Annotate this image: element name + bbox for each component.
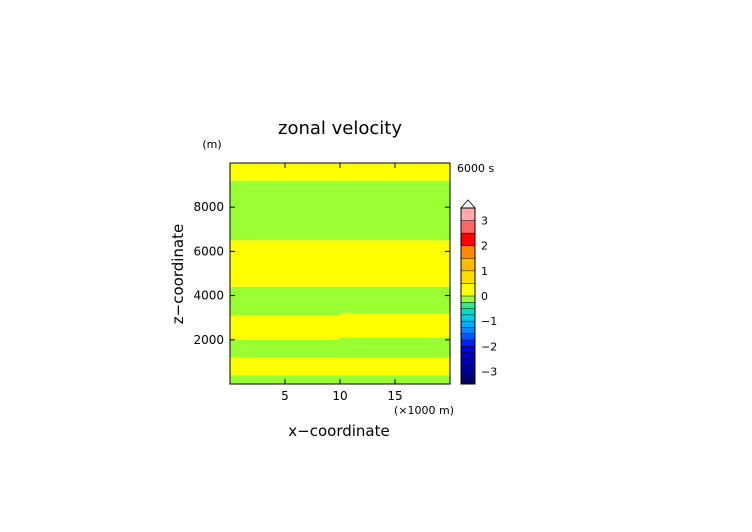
- y-axis-label: z−coordinate: [169, 224, 187, 324]
- x-tick-label: 10: [332, 389, 347, 403]
- time-label: 6000 s: [457, 162, 494, 175]
- colorbar-level-5: [461, 346, 475, 353]
- x-axis-label: x−coordinate: [288, 422, 389, 440]
- colorbar-level-2: [461, 365, 475, 372]
- colorbar-level-3: [461, 358, 475, 366]
- colorbar: −3 −2 −1 0 1 2 3: [460, 199, 497, 385]
- colorbar-level-18: [461, 233, 475, 246]
- colorbar-level-7: [461, 333, 475, 340]
- colorbar-extend-arrow: [460, 199, 476, 209]
- colorbar-level-11: [461, 308, 475, 315]
- contour-band-right-4: [340, 286, 450, 314]
- colorbar-level-16: [461, 258, 475, 271]
- contour-band-left-2: [230, 339, 340, 358]
- y-tick-label: 2000: [193, 333, 224, 347]
- colorbar-tick-label: 1: [481, 265, 488, 278]
- x-unit-label: (×1000 m): [394, 404, 454, 417]
- y-unit-label: (m): [202, 138, 221, 151]
- colorbar-level-9: [461, 321, 475, 328]
- contour-band-left-3: [230, 315, 340, 340]
- colorbar-level-0: [461, 377, 475, 384]
- contour-band-right-7: [340, 163, 450, 181]
- x-tick-label: 15: [387, 389, 402, 403]
- contour-band-left-7: [230, 163, 340, 181]
- colorbar-tick-label: 2: [481, 240, 488, 253]
- colorbar-level-12: [461, 302, 475, 309]
- colorbar-level-20: [461, 208, 475, 221]
- contour-band-left-1: [230, 357, 340, 376]
- colorbar-level-19: [461, 220, 475, 234]
- contour-band-right-6: [340, 180, 450, 241]
- colorbar-frame: [460, 207, 476, 385]
- colorbar-level-15: [461, 270, 475, 284]
- contour-band-left-5: [230, 240, 340, 287]
- y-axis: 2000 4000 6000 8000: [193, 200, 450, 347]
- colorbar-tick-label: 0: [481, 290, 488, 303]
- colorbar-level-4: [461, 352, 475, 359]
- colorbar-tick-label: 3: [481, 215, 488, 228]
- colorbar-tick-label: −3: [481, 365, 497, 378]
- contour-band-right-1: [340, 357, 450, 376]
- chart-title: zonal velocity: [278, 118, 402, 139]
- colorbar-tick-label: −2: [481, 340, 497, 353]
- x-tick-label: 5: [281, 389, 289, 403]
- colorbar-level-14: [461, 283, 475, 296]
- y-tick-label: 6000: [193, 244, 224, 258]
- colorbar-level-10: [461, 314, 475, 322]
- colorbar-level-8: [461, 327, 475, 334]
- colorbar-level-6: [461, 340, 475, 347]
- colorbar-tick-label: −1: [481, 315, 497, 328]
- colorbar-level-13: [461, 296, 475, 303]
- colorbar-level-1: [461, 371, 475, 378]
- y-tick-label: 8000: [193, 200, 224, 214]
- plot-area: [229, 162, 451, 385]
- y-tick-label: 4000: [193, 289, 224, 303]
- contour-band-right-2: [340, 337, 450, 358]
- contour-band-left-4: [230, 286, 340, 316]
- contour-band-left-6: [230, 180, 340, 241]
- x-axis: 5 10 15: [281, 163, 403, 403]
- contour-band-right-5: [340, 240, 450, 287]
- colorbar-level-17: [461, 245, 475, 259]
- contour-band-right-3: [340, 313, 450, 338]
